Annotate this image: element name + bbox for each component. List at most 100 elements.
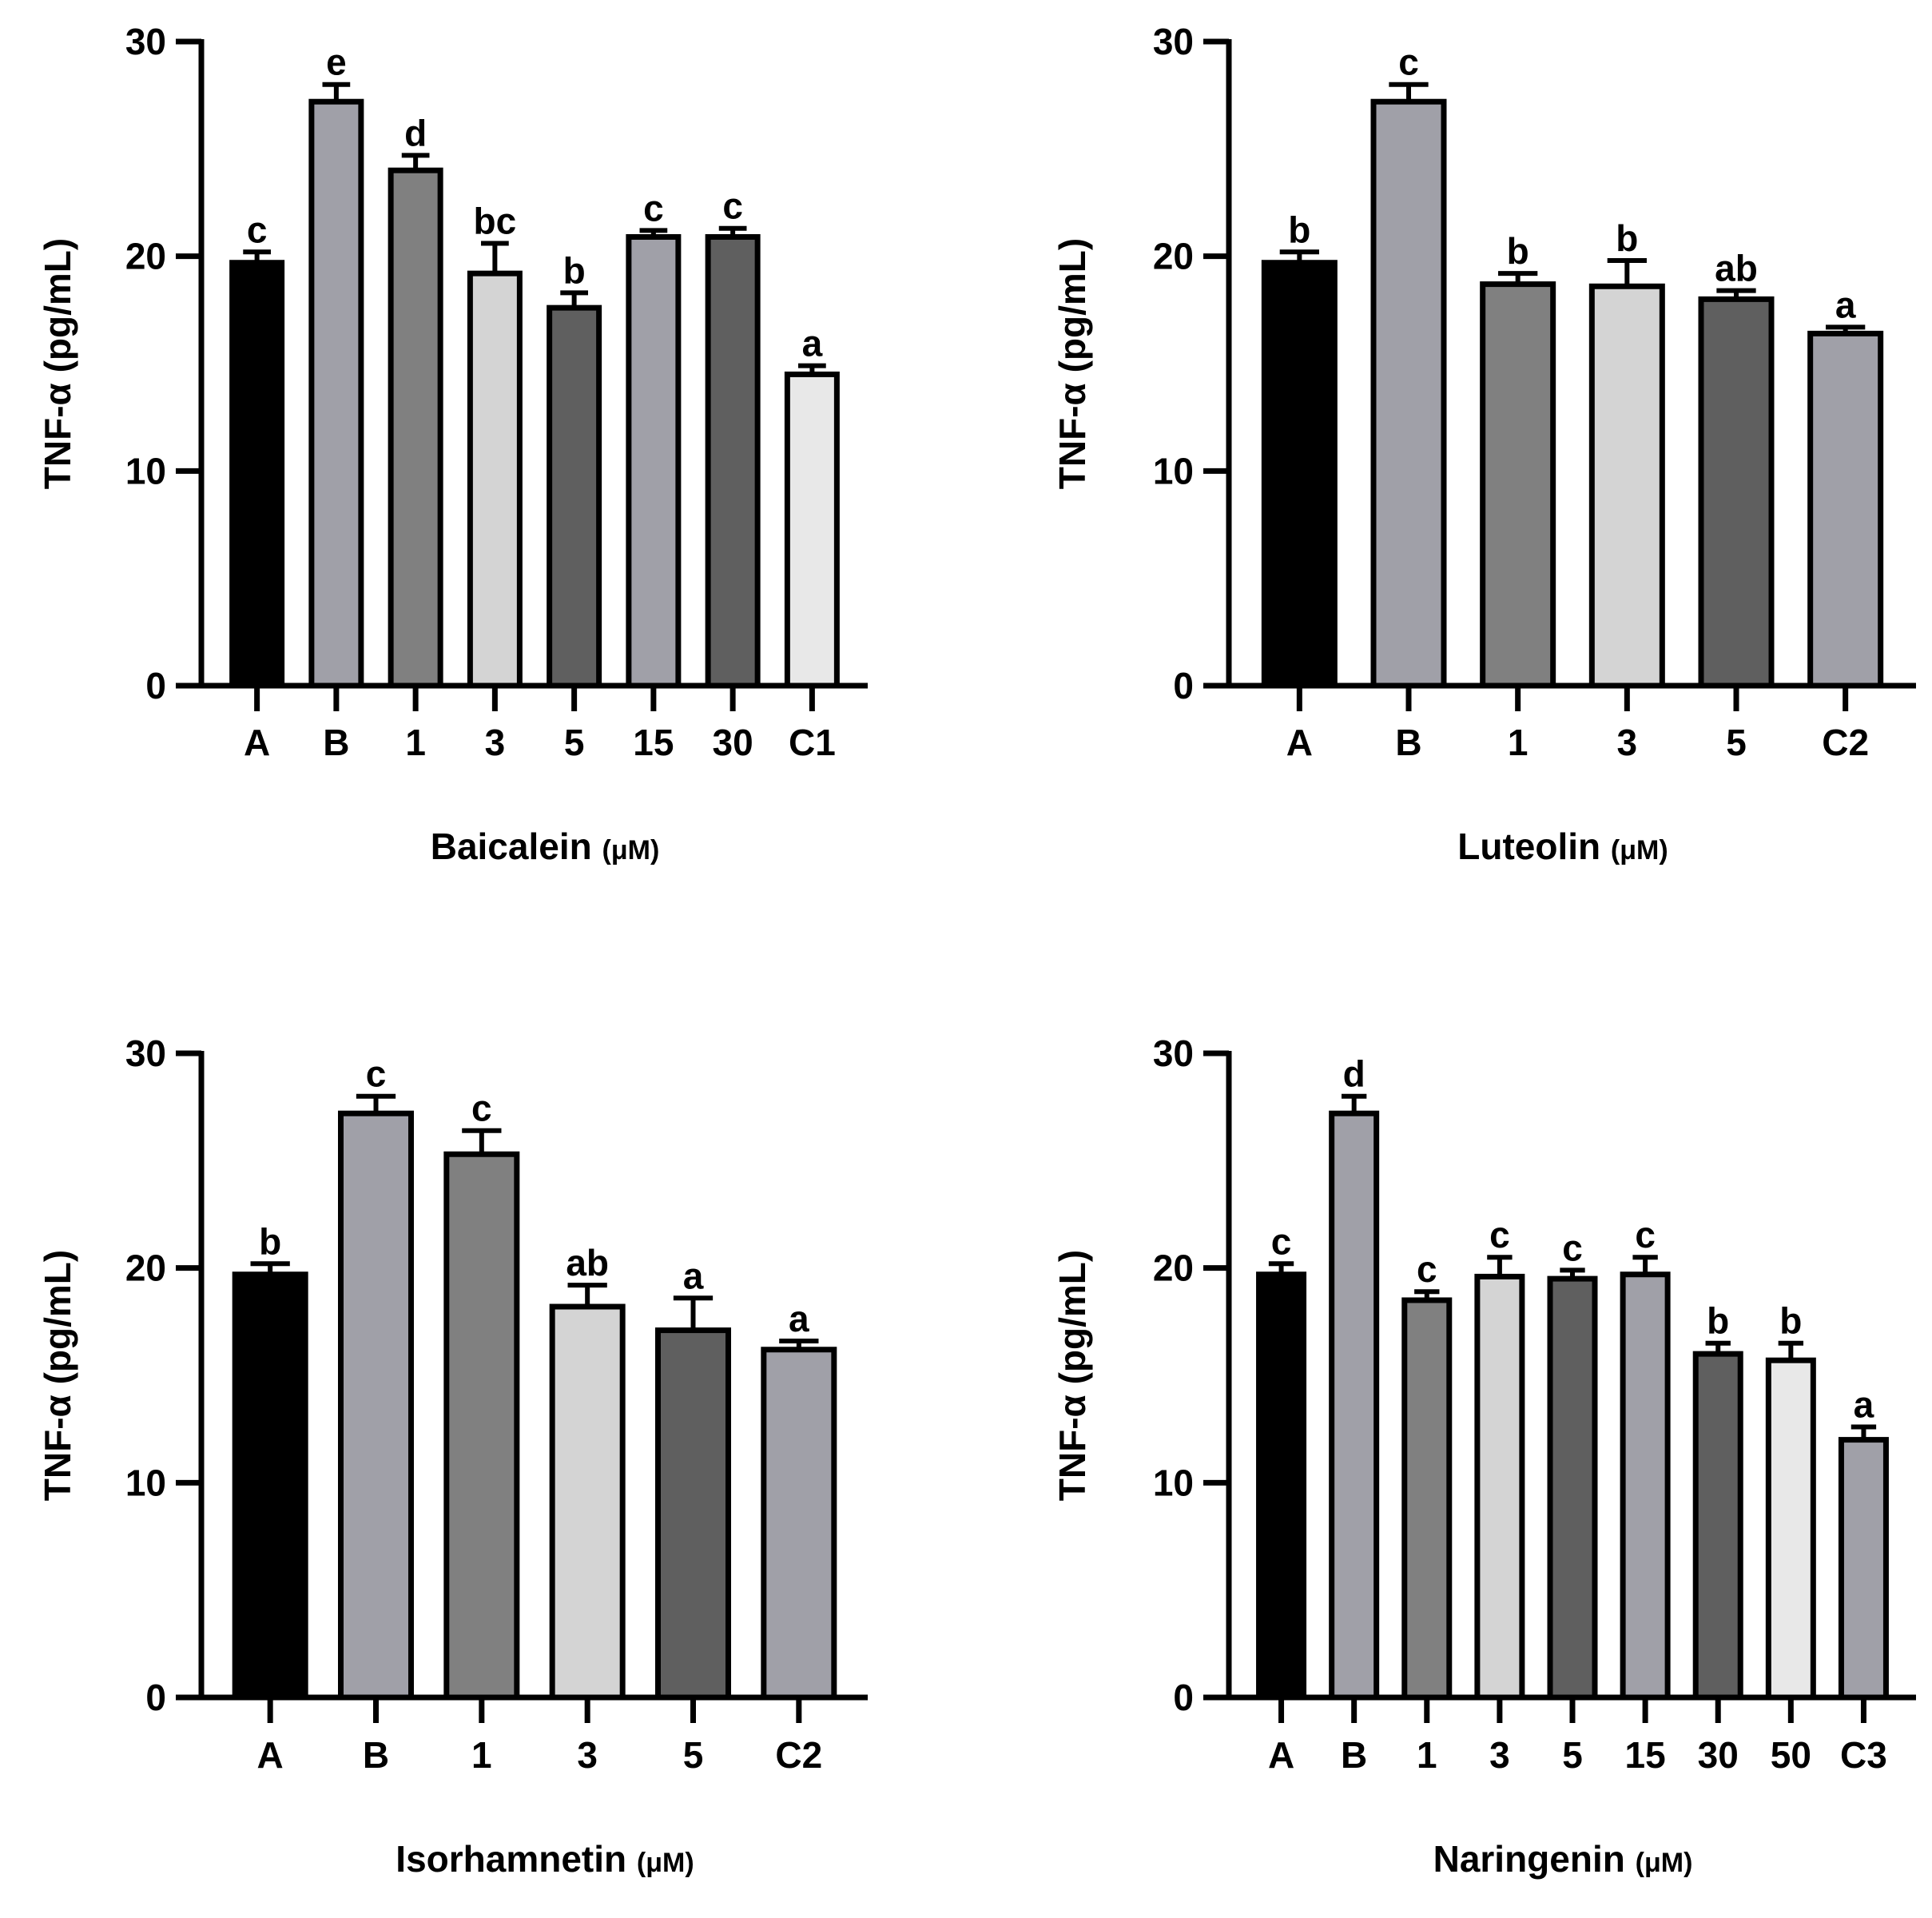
chart-panel-2: 0 10 20 30 TNF-α (pg/mL) Ab Bc 1 b 3 b 5 ab C2 a Luteol… bbox=[1051, 21, 1916, 867]
significance-label: ab bbox=[1715, 248, 1758, 289]
x-tick-label: A bbox=[1268, 1734, 1294, 1776]
x-tick-label: 3 bbox=[1617, 722, 1638, 763]
bar-15 bbox=[1620, 1271, 1671, 1701]
bar-1 bbox=[1401, 1297, 1453, 1701]
x-tick-label: C2 bbox=[775, 1734, 822, 1776]
significance-label: a bbox=[789, 1298, 809, 1339]
x-axis-label: Baicalein (μM) bbox=[431, 826, 660, 867]
x-axis-label: Naringenin (μM) bbox=[1433, 1838, 1693, 1880]
y-tick-label: 10 bbox=[125, 1462, 166, 1503]
significance-label: c bbox=[643, 187, 664, 229]
x-tick-label: 3 bbox=[577, 1734, 598, 1776]
bar-3 bbox=[549, 1303, 626, 1701]
x-axis-label-unit: (μM) bbox=[637, 1848, 694, 1878]
significance-label: b bbox=[1779, 1300, 1802, 1342]
y-tick-label: 0 bbox=[1173, 1677, 1194, 1718]
x-axis-label-unit: (μM) bbox=[602, 835, 660, 865]
significance-label: b bbox=[1707, 1300, 1729, 1342]
bar-3 bbox=[467, 270, 523, 689]
y-tick-label: 20 bbox=[125, 1247, 166, 1289]
x-tick-label: 3 bbox=[485, 722, 506, 763]
x-tick-label: B bbox=[1341, 1734, 1367, 1776]
y-tick-label: 10 bbox=[125, 450, 166, 491]
bar-5 bbox=[547, 304, 602, 689]
y-axis-label: TNF-α (pg/mL) bbox=[37, 238, 78, 489]
x-axis-label-unit: (μM) bbox=[1611, 835, 1668, 865]
x-tick-label: 5 bbox=[1562, 1734, 1583, 1776]
significance-label: c bbox=[722, 185, 743, 227]
x-axis-label-name: Luteolin bbox=[1457, 826, 1611, 867]
x-tick-label: A bbox=[1286, 722, 1313, 763]
bar-5 bbox=[1698, 296, 1775, 689]
bar-3 bbox=[1588, 283, 1665, 689]
bar-30 bbox=[1692, 1351, 1743, 1701]
x-tick-label: 15 bbox=[633, 722, 674, 763]
bar-A bbox=[232, 1271, 308, 1701]
y-tick-label: 30 bbox=[125, 21, 166, 62]
significance-label: bc bbox=[474, 201, 517, 242]
x-tick-label: 1 bbox=[405, 722, 426, 763]
y-tick-label: 0 bbox=[145, 665, 166, 706]
x-tick-label: C1 bbox=[789, 722, 836, 763]
significance-label: b bbox=[1288, 209, 1310, 250]
chart-panel-3: 0 10 20 30 TNF-α (pg/mL) Ab Bc 1 c 3 ab 5 a C2 a Isorha… bbox=[37, 1033, 868, 1880]
significance-label: c bbox=[1489, 1214, 1510, 1255]
significance-label: c bbox=[1271, 1220, 1292, 1262]
bar-C3 bbox=[1838, 1437, 1889, 1701]
x-axis-label-name: Naringenin bbox=[1433, 1838, 1636, 1880]
significance-label: ab bbox=[566, 1242, 609, 1283]
significance-label: a bbox=[683, 1255, 704, 1296]
significance-label: c bbox=[1417, 1248, 1437, 1290]
x-tick-label: 30 bbox=[713, 722, 753, 763]
bar-5 bbox=[655, 1327, 731, 1701]
y-tick-label: 0 bbox=[1173, 665, 1194, 706]
bar-A bbox=[229, 260, 285, 689]
x-tick-label: 1 bbox=[1508, 722, 1529, 763]
significance-label: b bbox=[563, 249, 586, 291]
bar-5 bbox=[1547, 1275, 1598, 1701]
significance-label: d bbox=[404, 112, 427, 153]
x-axis-label: Luteolin (μM) bbox=[1457, 826, 1668, 867]
y-axis-label: TNF-α (pg/mL) bbox=[1051, 238, 1093, 489]
significance-label: c bbox=[366, 1053, 387, 1095]
x-tick-label: C3 bbox=[1840, 1734, 1887, 1776]
x-tick-label: 5 bbox=[683, 1734, 704, 1776]
bar-A bbox=[1256, 1271, 1307, 1701]
significance-label: a bbox=[1854, 1383, 1874, 1425]
bar-50 bbox=[1765, 1357, 1816, 1701]
bar-1 bbox=[1480, 281, 1556, 689]
x-tick-label: B bbox=[323, 722, 349, 763]
x-tick-label: 1 bbox=[1417, 1734, 1437, 1776]
bar-3 bbox=[1474, 1273, 1525, 1701]
bar-B bbox=[1370, 98, 1447, 689]
bar-B bbox=[338, 1110, 414, 1701]
x-axis-label: Isorhamnetin (μM) bbox=[396, 1838, 694, 1880]
significance-label: a bbox=[1835, 284, 1856, 325]
bar-C2 bbox=[761, 1347, 837, 1701]
x-tick-label: A bbox=[257, 1734, 284, 1776]
x-tick-label: 30 bbox=[1698, 1734, 1739, 1776]
y-tick-label: 30 bbox=[125, 1033, 166, 1074]
x-tick-label: 1 bbox=[471, 1734, 492, 1776]
significance-label: b bbox=[259, 1220, 281, 1262]
y-tick-label: 0 bbox=[145, 1677, 166, 1718]
y-tick-label: 20 bbox=[1153, 1247, 1194, 1289]
x-tick-label: 50 bbox=[1771, 1734, 1811, 1776]
chart-panel-4: 0 10 20 30 TNF-α (pg/mL) Ac Bd 1 c 3 c 5 c 15 c 30 b 50 b C… bbox=[1051, 1033, 1916, 1880]
y-tick-label: 10 bbox=[1153, 1462, 1194, 1503]
bar-1 bbox=[443, 1151, 520, 1701]
x-tick-label: B bbox=[363, 1734, 389, 1776]
x-tick-label: 5 bbox=[564, 722, 585, 763]
significance-label: c bbox=[247, 209, 268, 250]
significance-label: d bbox=[1343, 1053, 1366, 1095]
x-tick-label: A bbox=[244, 722, 270, 763]
x-tick-label: 15 bbox=[1625, 1734, 1666, 1776]
x-tick-label: B bbox=[1395, 722, 1421, 763]
y-axis-label: TNF-α (pg/mL) bbox=[1051, 1250, 1093, 1501]
bar-30 bbox=[705, 233, 761, 689]
chart-panel-1: 0 10 20 30 TNF-α (pg/mL) Ac Be 1 d 3 bc 5 b 15 c 30 c C1 a… bbox=[37, 21, 868, 867]
x-tick-label: C2 bbox=[1822, 722, 1869, 763]
y-axis-label: TNF-α (pg/mL) bbox=[37, 1250, 78, 1501]
bar-C1 bbox=[784, 371, 840, 689]
